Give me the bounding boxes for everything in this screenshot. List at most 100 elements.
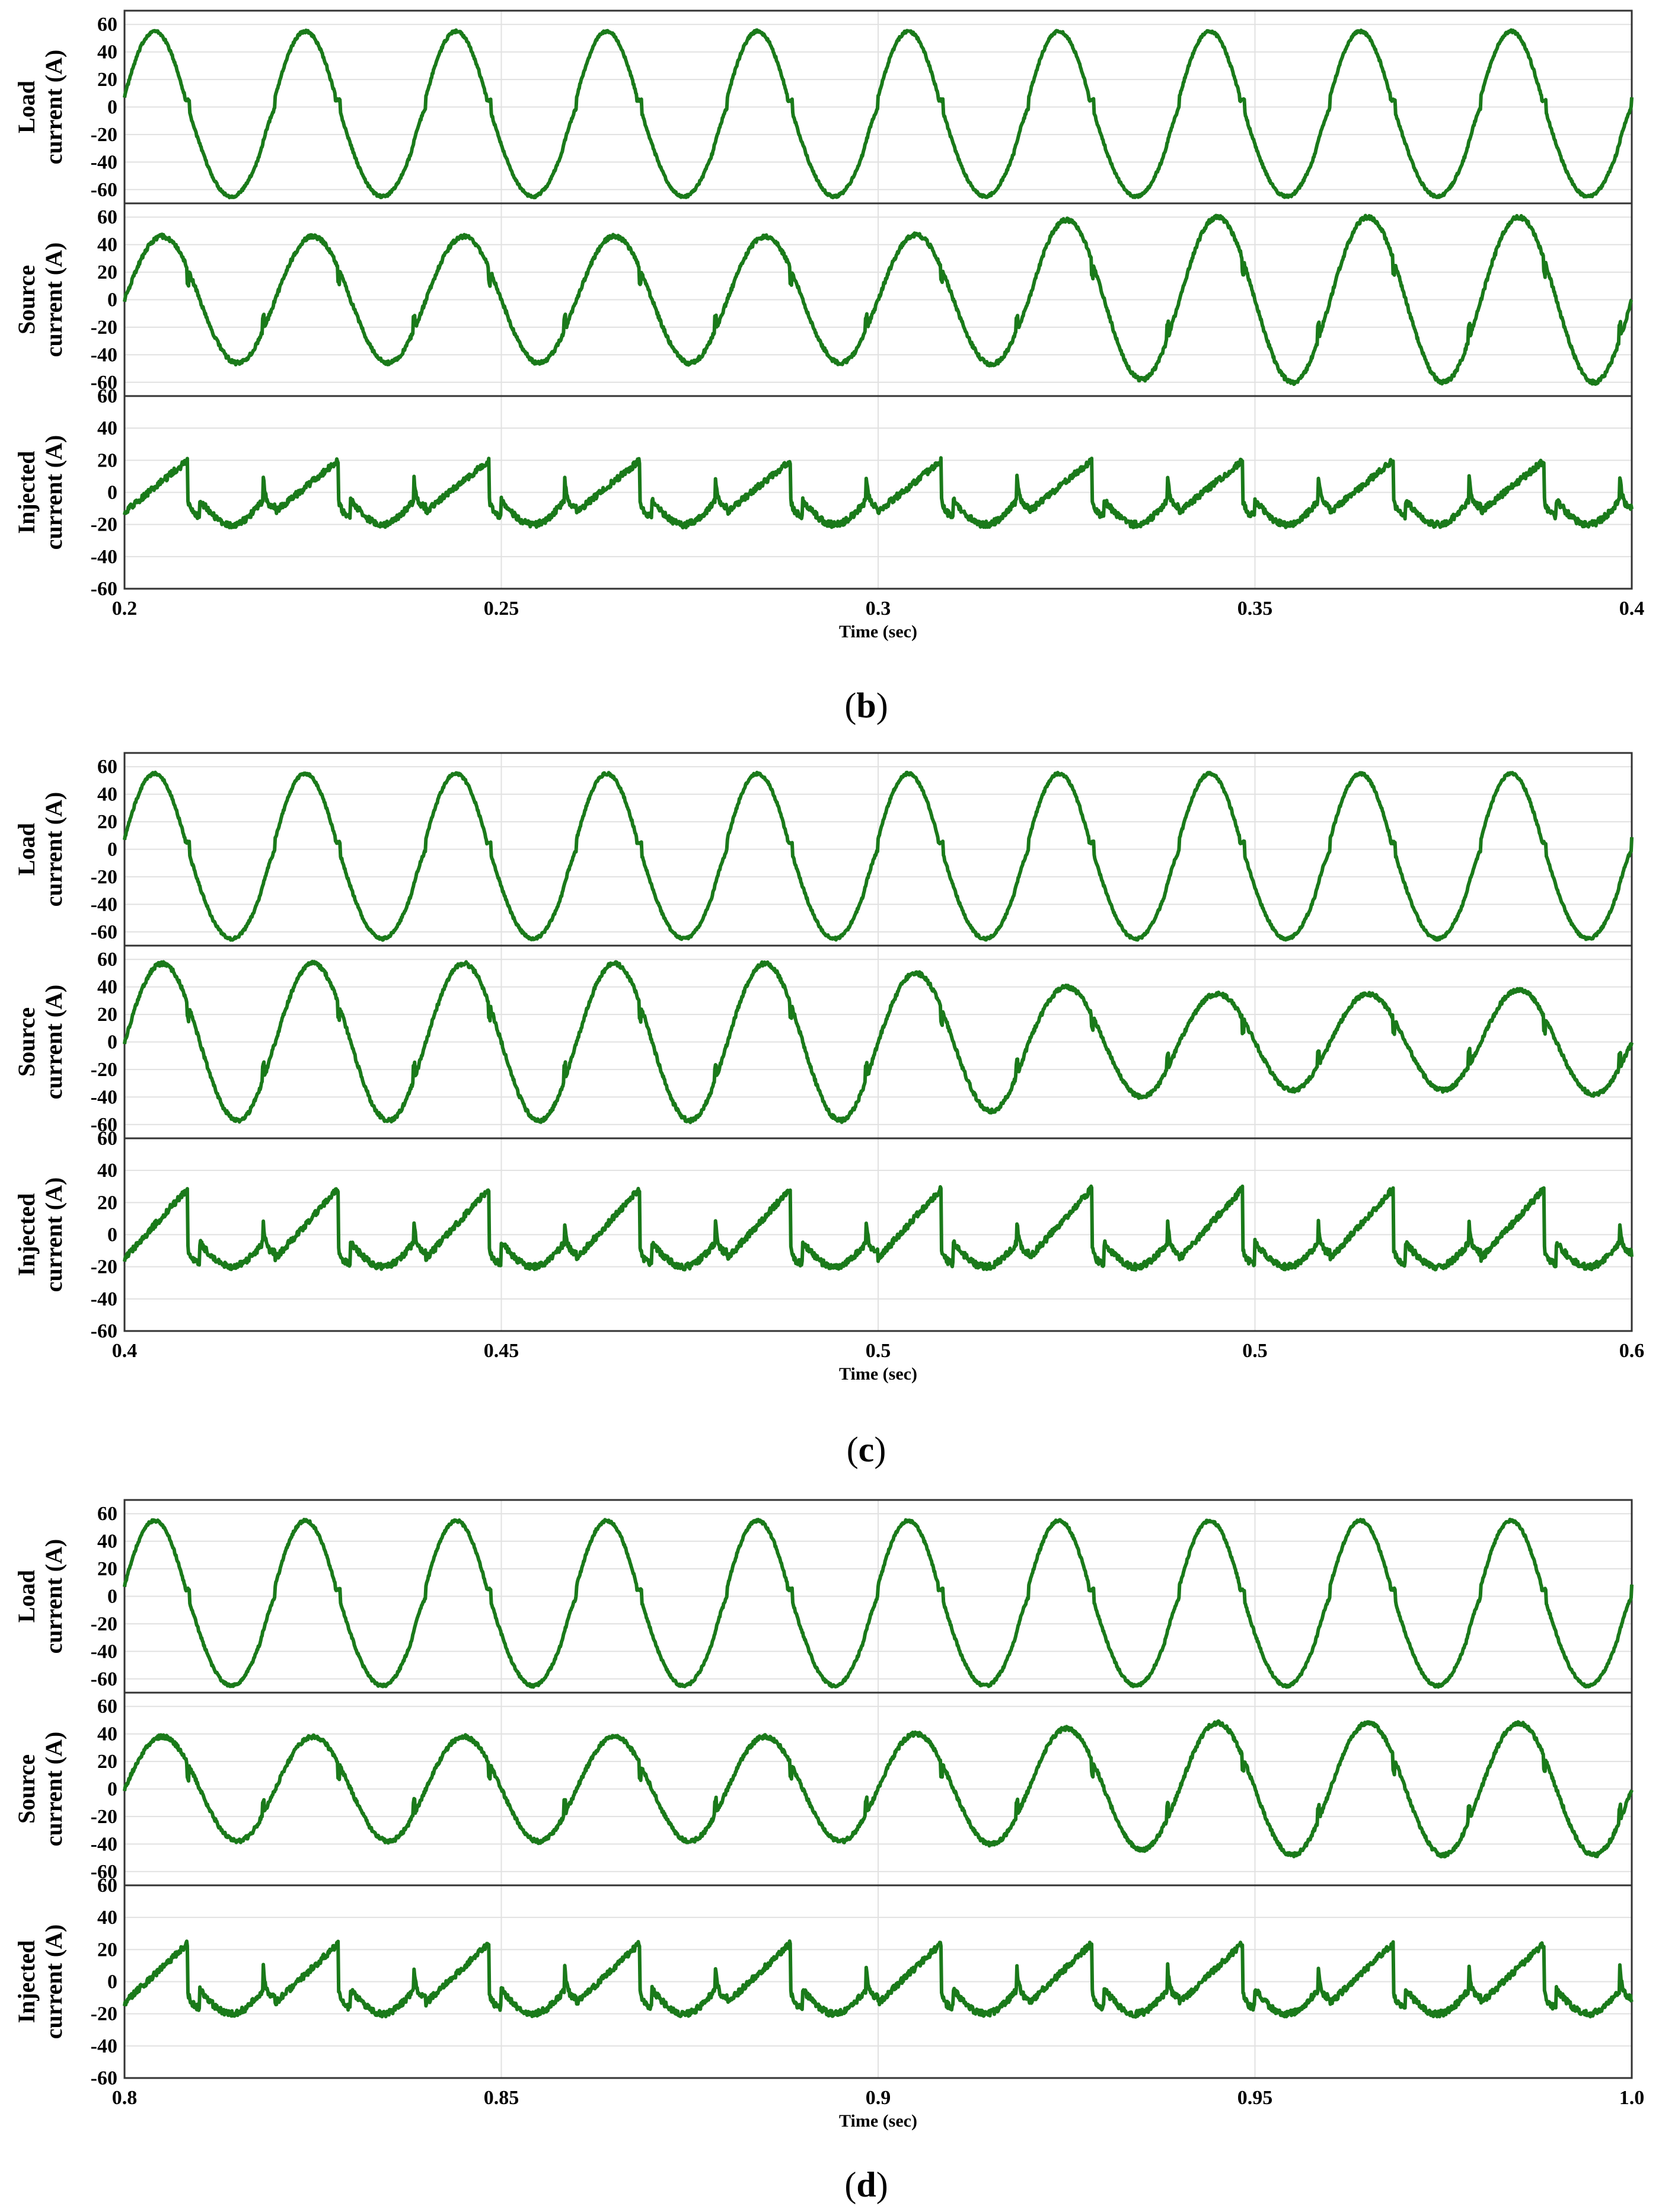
y-tick-label: 0 (107, 1779, 117, 1801)
y-tick-label: -20 (91, 124, 117, 146)
y-tick-label: 20 (97, 1939, 117, 1961)
y-tick-label: 20 (97, 261, 117, 283)
y-tick-label: 0 (107, 1224, 117, 1246)
y-tick-label: 40 (97, 1907, 117, 1929)
y-axis-label: Injected (13, 1193, 40, 1276)
panel-caption: (b) (844, 686, 888, 725)
y-tick-label: 40 (97, 1723, 117, 1745)
x-tick-label: 0.25 (484, 598, 519, 620)
y-tick-label: 40 (97, 417, 117, 439)
series-line-source (123, 213, 1634, 387)
x-tick-label: 0.5 (1242, 1340, 1268, 1362)
y-tick-label: -40 (91, 2035, 117, 2057)
y-tick-label: -60 (91, 372, 117, 394)
series-line-load (123, 1517, 1634, 1689)
y-tick-label: -20 (91, 1806, 117, 1828)
caption-letter: c (859, 1430, 875, 1469)
panel-caption: (d) (844, 2165, 888, 2204)
y-axis-label: Source (13, 265, 40, 334)
y-tick-label: 60 (97, 206, 117, 228)
x-tick-label: 0.45 (484, 1340, 519, 1362)
y-axis-label: current (A) (40, 435, 67, 550)
y-axis-label: current (A) (40, 792, 67, 907)
y-axis-label: current (A) (40, 1732, 67, 1847)
y-tick-label: -20 (91, 1256, 117, 1278)
y-tick-label: -40 (91, 893, 117, 915)
y-tick-label: -40 (91, 344, 117, 366)
y-tick-label: 60 (97, 1503, 117, 1525)
y-tick-label: 40 (97, 1531, 117, 1553)
y-tick-label: 0 (107, 482, 117, 504)
y-tick-label: -20 (91, 1613, 117, 1635)
y-tick-label: -20 (91, 866, 117, 888)
y-tick-label: -60 (91, 1114, 117, 1136)
x-tick-label: 0.85 (484, 2087, 519, 2109)
y-tick-label: 20 (97, 69, 117, 91)
subplot-b-1: 60 40 20 0 -20 -40 -60 Source current (A) (13, 202, 1634, 397)
y-tick-label: -40 (91, 1833, 117, 1855)
y-tick-label: -20 (91, 1059, 117, 1081)
x-tick-label: 0.5 (866, 1340, 891, 1362)
x-tick-label: 0.3 (866, 598, 891, 620)
y-axis-label: current (A) (40, 1924, 67, 2039)
subplot-c-1: 60 40 20 0 -20 -40 -60 Source current (A) (13, 944, 1634, 1139)
caption-open: ( (844, 686, 856, 725)
panel-caption: (c) (847, 1430, 886, 1469)
x-tick-label: 0.95 (1237, 2087, 1273, 2109)
y-tick-label: -60 (91, 578, 117, 600)
series-line-injected (123, 1939, 1634, 2019)
y-tick-label: -60 (91, 1668, 117, 1690)
y-axis-label: Source (13, 1007, 40, 1077)
series-line-injected (123, 1184, 1634, 1272)
subplot-c-0: 60 40 20 0 -20 -40 -60 Load current (A) (13, 752, 1634, 947)
x-tick-label: 0.4 (1619, 598, 1645, 620)
x-tick-label: 0.2 (112, 598, 138, 620)
y-tick-label: 0 (107, 1971, 117, 1993)
series-line-load (123, 770, 1634, 942)
axes-frame (123, 395, 1633, 590)
x-tick-label: 0.8 (112, 2087, 138, 2109)
y-tick-label: -60 (91, 179, 117, 201)
y-axis-label: current (A) (40, 985, 67, 1100)
y-axis-label: Load (13, 823, 40, 876)
axes-frame (123, 1884, 1633, 2079)
series-line-source (123, 1719, 1634, 1859)
y-tick-label: 20 (97, 449, 117, 471)
x-axis-label: Time (sec) (839, 622, 917, 641)
x-tick-label: 0.35 (1237, 598, 1273, 620)
y-tick-label: 20 (97, 1558, 117, 1580)
x-tick-label: 0.6 (1619, 1340, 1645, 1362)
y-tick-label: 60 (97, 756, 117, 778)
y-tick-label: -40 (91, 1288, 117, 1310)
axes-frame (123, 1137, 1633, 1332)
y-tick-label: -40 (91, 1640, 117, 1662)
y-tick-label: 20 (97, 1192, 117, 1214)
y-tick-label: -40 (91, 546, 117, 568)
subplot-b-0: 60 40 20 0 -20 -40 -60 Load current (A) (13, 9, 1634, 205)
y-tick-label: 0 (107, 289, 117, 311)
y-tick-label: 20 (97, 811, 117, 833)
y-axis-label: Injected (13, 451, 40, 534)
y-tick-label: -40 (91, 1086, 117, 1108)
caption-letter: b (856, 686, 876, 725)
series-line-load (123, 28, 1634, 200)
y-axis-label: current (A) (40, 1539, 67, 1654)
caption-close: ) (876, 2165, 888, 2204)
caption-close: ) (876, 686, 888, 725)
y-tick-label: -20 (91, 514, 117, 536)
y-axis-label: current (A) (40, 50, 67, 165)
x-axis-label: Time (sec) (839, 1364, 917, 1384)
caption-open: ( (847, 1430, 859, 1469)
subplot-d-0: 60 40 20 0 -20 -40 -60 Load current (A) (13, 1499, 1634, 1694)
y-tick-label: 60 (97, 949, 117, 971)
y-axis-label: current (A) (40, 1177, 67, 1292)
caption-letter: d (856, 2165, 876, 2204)
y-tick-label: 0 (107, 839, 117, 861)
x-tick-label: 0.9 (866, 2087, 891, 2109)
y-tick-label: -40 (91, 151, 117, 173)
